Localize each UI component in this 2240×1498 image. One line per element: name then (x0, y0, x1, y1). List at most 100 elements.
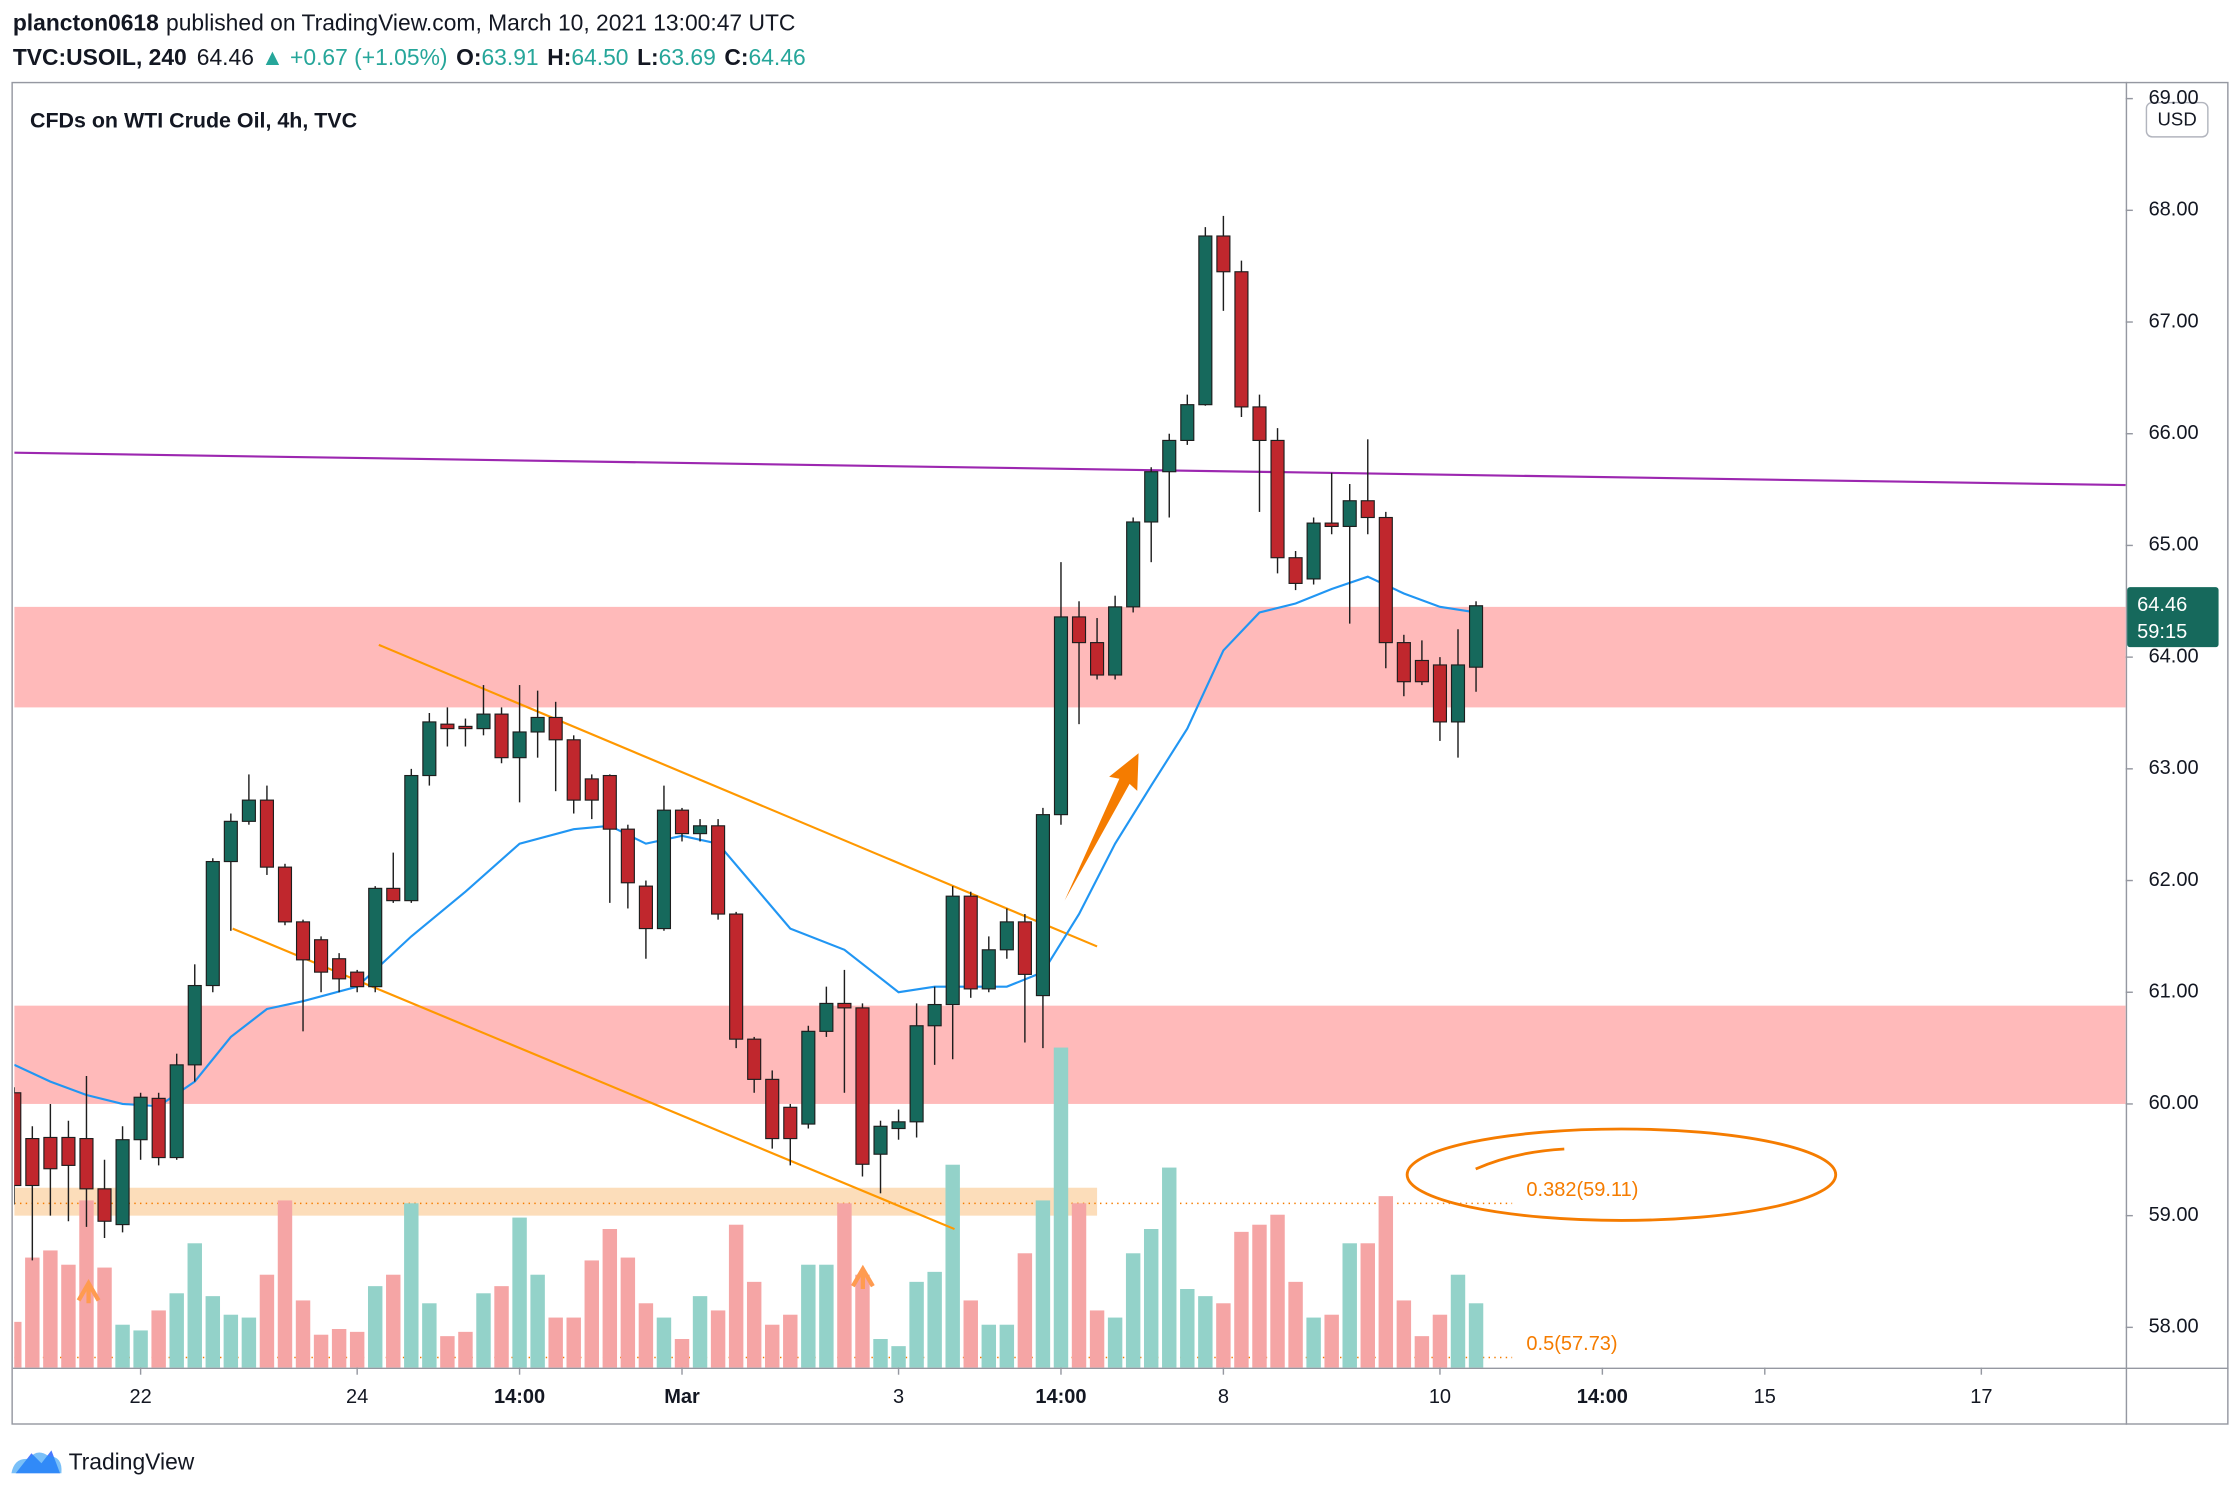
candle-body (259, 799, 275, 868)
x-tick-label: 24 (346, 1386, 368, 1408)
ohlc-key: L: (637, 44, 659, 70)
volume-bar (1198, 1296, 1213, 1368)
candle-body (1162, 439, 1177, 473)
ohlc-key: H: (547, 44, 571, 70)
candle-body (1396, 642, 1411, 683)
brand-logo (11, 1450, 62, 1474)
volume-bar (97, 1267, 112, 1368)
x-tick-label: 14:00 (494, 1386, 545, 1408)
volume-bar (909, 1281, 924, 1368)
zone (14, 606, 2126, 708)
price-label-box (2127, 587, 2219, 648)
candle-body (223, 820, 238, 863)
candle-body (1198, 235, 1213, 406)
candle-body (1432, 664, 1448, 723)
y-tick-label: 66.00 (2149, 422, 2199, 444)
candle-body (548, 716, 563, 741)
candle-body (999, 921, 1014, 951)
candle-body (1378, 516, 1393, 644)
volume-bar (710, 1310, 726, 1368)
volume-bar (873, 1339, 888, 1368)
volume-bar (1143, 1229, 1159, 1368)
volume-bar (765, 1324, 780, 1368)
volume-bar (1450, 1274, 1466, 1368)
candle-body (1017, 921, 1032, 975)
candle-body (530, 716, 545, 733)
volume-bar (404, 1203, 419, 1368)
candle-body (350, 971, 365, 988)
volume-bar (1270, 1214, 1285, 1368)
change: ▲ +0.67 (+1.05%) (261, 44, 447, 70)
volume-bar (999, 1324, 1015, 1368)
candle-body (205, 860, 220, 987)
y-tick-label: 61.00 (2149, 981, 2199, 1003)
y-tick-label: 68.00 (2149, 199, 2199, 221)
byline: published on TradingView.com, March 10, … (166, 10, 795, 36)
volume-bar (349, 1331, 365, 1368)
volume-bar (963, 1300, 978, 1368)
zone (14, 1005, 2126, 1104)
candle-body (1180, 404, 1195, 441)
candle-body (891, 1121, 906, 1130)
candle-body (945, 895, 960, 1006)
annotation-tail (1475, 1147, 1565, 1171)
volume-bar (241, 1317, 257, 1368)
volume-bar (1378, 1196, 1394, 1368)
signal-arrow (76, 1279, 101, 1304)
volume-bar (25, 1257, 40, 1368)
volume-bar (14, 1321, 22, 1368)
arrow (1064, 753, 1139, 901)
volume-bar (512, 1217, 527, 1368)
candle-body (1342, 500, 1357, 528)
price-label: 64.46 (2137, 594, 2187, 616)
candle-body (169, 1064, 184, 1159)
volume-bar (1071, 1203, 1087, 1368)
candle-body (440, 723, 455, 730)
plot-area (14, 215, 2126, 1368)
candle-body (674, 809, 690, 835)
volume-bar (1162, 1167, 1177, 1368)
candle-body (151, 1097, 166, 1159)
moving-average (14, 575, 1477, 1108)
candle-body (1035, 814, 1050, 997)
volume-bar (1180, 1289, 1195, 1368)
volume-bar (295, 1300, 311, 1368)
candle-body (584, 778, 599, 801)
y-tick-label: 58.00 (2149, 1316, 2199, 1338)
candle-body (458, 725, 473, 730)
x-tick-label: 3 (893, 1386, 904, 1408)
volume-bar (1252, 1224, 1267, 1368)
candle-body (314, 939, 329, 973)
candle-body (656, 809, 672, 930)
header-line-1: plancton0618 published on TradingView.com… (13, 10, 796, 36)
candle-body (277, 866, 293, 923)
volume-bar (367, 1286, 383, 1368)
candle-body (873, 1125, 888, 1155)
candle-body (1108, 606, 1123, 676)
candle-body (692, 825, 708, 835)
candle-body (241, 799, 256, 822)
candle-body (837, 1002, 852, 1009)
candle-body (1252, 406, 1267, 441)
candle-body (1216, 235, 1231, 273)
volume-bar (494, 1286, 509, 1368)
candle-body (332, 958, 347, 980)
volume-bar (801, 1264, 816, 1368)
volume-bar (1432, 1314, 1448, 1368)
y-tick-label: 67.00 (2149, 310, 2199, 332)
ohlc-value: 63.91 (481, 44, 538, 70)
candle-body (602, 774, 617, 830)
x-tick-label: 8 (1218, 1386, 1229, 1408)
ohlc-value: 64.46 (748, 44, 805, 70)
candle-body (1360, 500, 1375, 519)
volume-bar (313, 1334, 329, 1368)
currency: USD (2158, 108, 2197, 129)
candle-body (61, 1136, 76, 1166)
candle-body (115, 1139, 130, 1226)
candle-body (1144, 471, 1159, 523)
zone (14, 1187, 1098, 1216)
candle-body (711, 825, 726, 915)
x-tick-label: 17 (1970, 1386, 1992, 1408)
author: plancton0618 (13, 10, 159, 36)
candle-body (747, 1038, 762, 1080)
